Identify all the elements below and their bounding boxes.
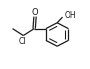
Text: O: O [32, 8, 38, 17]
Text: OH: OH [64, 11, 76, 20]
Text: Cl: Cl [19, 37, 26, 46]
